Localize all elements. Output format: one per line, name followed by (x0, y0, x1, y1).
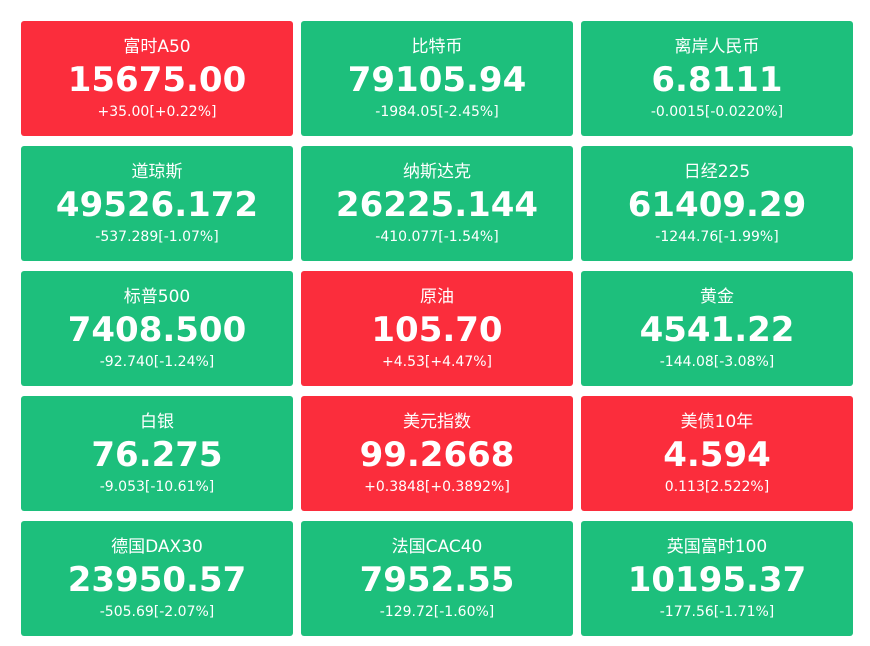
quote-name: 美元指数 (403, 411, 471, 432)
quote-price: 10195.37 (627, 559, 807, 600)
quote-price: 7408.500 (67, 309, 247, 350)
quote-tile[interactable]: 离岸人民币 6.8111 -0.0015[-0.0220%] (581, 21, 853, 136)
quote-grid: 富时A50 15675.00 +35.00[+0.22%] 比特币 79105.94 -1… (21, 21, 853, 636)
quote-change: -9.053[-10.61%] (99, 478, 215, 495)
quote-price: 105.70 (371, 309, 503, 350)
quote-price: 7952.55 (359, 559, 515, 600)
quote-price: 79105.94 (347, 59, 527, 100)
quote-tile[interactable]: 道琼斯 49526.172 -537.289[-1.07%] (21, 146, 293, 261)
quote-tile[interactable]: 比特币 79105.94 -1984.05[-2.45%] (301, 21, 573, 136)
quote-name: 道琼斯 (131, 161, 183, 182)
quote-change: -144.08[-3.08%] (659, 353, 775, 370)
quote-name: 日经225 (683, 161, 751, 182)
quote-tile[interactable]: 白银 76.275 -9.053[-10.61%] (21, 396, 293, 511)
quote-tile[interactable]: 美元指数 99.2668 +0.3848[+0.3892%] (301, 396, 573, 511)
quote-name: 纳斯达克 (403, 161, 471, 182)
quote-change: -0.0015[-0.0220%] (650, 103, 784, 120)
quote-price: 4541.22 (639, 309, 795, 350)
quote-change: +0.3848[+0.3892%] (364, 478, 510, 495)
quote-change: -1984.05[-2.45%] (375, 103, 499, 120)
quote-change: +35.00[+0.22%] (97, 103, 217, 120)
quote-name: 原油 (420, 286, 454, 307)
quote-price: 76.275 (91, 434, 223, 475)
quote-change: 0.113[2.522%] (664, 478, 770, 495)
quote-name: 富时A50 (123, 36, 191, 57)
quote-price: 6.8111 (651, 59, 783, 100)
quote-tile[interactable]: 黄金 4541.22 -144.08[-3.08%] (581, 271, 853, 386)
quote-change: -537.289[-1.07%] (95, 228, 219, 245)
quote-tile[interactable]: 纳斯达克 26225.144 -410.077[-1.54%] (301, 146, 573, 261)
quote-tile[interactable]: 美债10年 4.594 0.113[2.522%] (581, 396, 853, 511)
quote-tile[interactable]: 标普500 7408.500 -92.740[-1.24%] (21, 271, 293, 386)
quote-name: 标普500 (123, 286, 191, 307)
quote-price: 15675.00 (67, 59, 247, 100)
quote-change: -1244.76[-1.99%] (655, 228, 779, 245)
quote-name: 黄金 (700, 286, 734, 307)
quote-tile[interactable]: 富时A50 15675.00 +35.00[+0.22%] (21, 21, 293, 136)
quote-price: 26225.144 (335, 184, 539, 225)
quote-name: 法国CAC40 (391, 536, 483, 557)
quote-price: 61409.29 (627, 184, 807, 225)
quote-change: -129.72[-1.60%] (379, 603, 495, 620)
quote-price: 23950.57 (67, 559, 247, 600)
quote-name: 白银 (140, 411, 174, 432)
quote-change: -92.740[-1.24%] (99, 353, 215, 370)
quote-price: 4.594 (663, 434, 771, 475)
quote-tile[interactable]: 法国CAC40 7952.55 -129.72[-1.60%] (301, 521, 573, 636)
quote-name: 比特币 (411, 36, 463, 57)
quote-name: 美债10年 (680, 411, 754, 432)
quote-name: 英国富时100 (666, 536, 768, 557)
quote-price: 99.2668 (359, 434, 515, 475)
quote-change: -505.69[-2.07%] (99, 603, 215, 620)
quote-price: 49526.172 (55, 184, 259, 225)
quote-tile[interactable]: 英国富时100 10195.37 -177.56[-1.71%] (581, 521, 853, 636)
quote-name: 离岸人民币 (674, 36, 760, 57)
quote-name: 德国DAX30 (111, 536, 203, 557)
quote-tile[interactable]: 原油 105.70 +4.53[+4.47%] (301, 271, 573, 386)
quote-change: -177.56[-1.71%] (659, 603, 775, 620)
quote-tile[interactable]: 日经225 61409.29 -1244.76[-1.99%] (581, 146, 853, 261)
quote-tile[interactable]: 德国DAX30 23950.57 -505.69[-2.07%] (21, 521, 293, 636)
quote-change: +4.53[+4.47%] (381, 353, 493, 370)
quote-change: -410.077[-1.54%] (375, 228, 499, 245)
